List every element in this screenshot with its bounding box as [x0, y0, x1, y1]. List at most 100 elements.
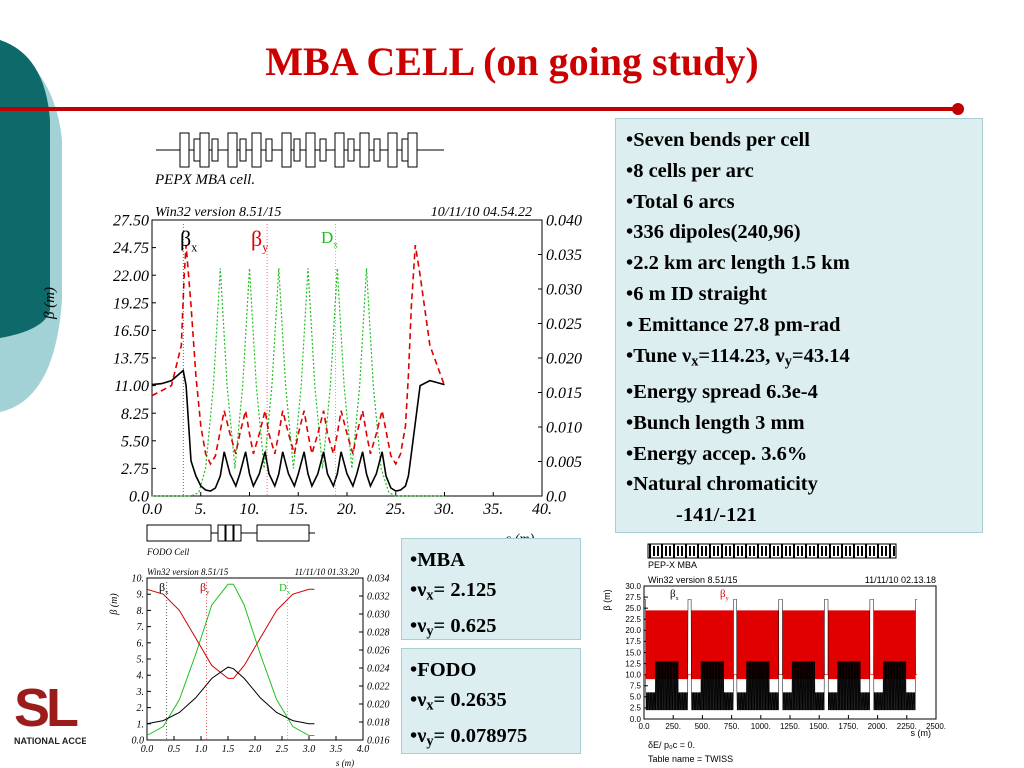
x-tick-label: 1500.	[809, 722, 829, 731]
ring-lattice-magnet	[829, 544, 831, 558]
y2-tick-label: 0.022	[367, 682, 390, 693]
ring-lattice-magnet	[753, 546, 755, 556]
y-tick-label: 15.0	[625, 648, 641, 657]
x-axis-label: s (m)	[336, 758, 354, 768]
y2-tick-label: 0.028	[367, 628, 390, 639]
ring-lattice-magnet	[685, 544, 687, 558]
y-tick-label: 2.5	[630, 704, 642, 713]
fodo-nux: •νx= 0.2635	[410, 689, 507, 714]
logo-letters: SL	[14, 680, 79, 738]
ring-lattice-magnet	[757, 544, 759, 558]
x-tick-label: 3.5	[329, 744, 343, 755]
y2-tick-label: 0.020	[367, 700, 390, 711]
ring-lattice-magnet	[793, 544, 795, 558]
mba-lattice-magnet	[305, 132, 316, 168]
mba-lattice-magnet	[359, 132, 370, 168]
ring-lattice-magnet	[689, 546, 691, 556]
x-tick-label: 500.	[695, 722, 711, 731]
mba-lattice-magnet	[347, 138, 355, 162]
series-by-line	[644, 610, 918, 680]
x-tick-label: 30.	[434, 501, 455, 518]
y2-tick-label: 0.016	[367, 736, 390, 747]
ring-lattice-magnet	[725, 546, 727, 556]
mba-lattice-magnet	[251, 132, 262, 168]
y-tick-label: 4.	[137, 671, 145, 682]
y2-tick-label: 0.034	[367, 574, 390, 585]
ring-lattice-magnet	[697, 544, 699, 558]
y-tick-label: 1.	[137, 719, 145, 730]
x-tick-label: 0.0	[141, 744, 154, 755]
y-tick-label: 5.	[137, 655, 145, 666]
plot-frame	[146, 577, 364, 741]
ring-lattice-magnet	[873, 546, 875, 556]
series-by-line	[146, 588, 315, 679]
y-tick-label: 27.5	[625, 593, 641, 602]
chart-title: PEPX MBA cell.	[154, 172, 255, 188]
ring-lattice-magnet	[661, 544, 663, 558]
legend-by: βy	[200, 580, 210, 596]
ring-lattice-magnet	[813, 546, 815, 556]
y2-tick-label: 0.026	[367, 646, 390, 657]
ring-lattice-magnet	[761, 546, 763, 556]
ring-lattice-magnet	[785, 546, 787, 556]
ring-lattice-magnet	[861, 546, 863, 556]
mba-label: •MBA	[410, 549, 466, 571]
mba-lattice-magnet	[319, 138, 327, 162]
mba-lattice-magnet	[179, 132, 190, 168]
y-tick-label: 2.	[137, 703, 145, 714]
y2-tick-label: 0.030	[546, 282, 582, 299]
fodo-lattice-magnet	[233, 524, 242, 542]
ring-lattice-magnet	[781, 544, 783, 558]
y2-tick-label: 0.015	[546, 385, 582, 402]
logo-caption: NATIONAL ACCE	[14, 736, 86, 746]
y2-tick-label: 0.035	[546, 247, 582, 264]
legend-dx: Dx	[279, 582, 290, 596]
series-dx-line	[152, 268, 445, 497]
y-tick-label: 0.0	[129, 489, 149, 506]
ring-lattice-magnet	[673, 544, 675, 558]
y-tick-label: 0.0	[132, 736, 145, 747]
mba-lattice-magnet	[281, 132, 292, 168]
y-axis-label: β (m)	[109, 593, 120, 616]
y-tick-label: 2.75	[121, 461, 149, 478]
ring-lattice-magnet	[649, 544, 651, 558]
y-tick-label: 22.5	[625, 615, 641, 624]
y-tick-label: 6.	[137, 638, 145, 649]
ring-lattice-magnet	[849, 546, 851, 556]
ring-lattice-magnet	[657, 546, 659, 556]
x-tick-label: 1.0	[195, 744, 208, 755]
legend-bx: βx	[159, 580, 169, 596]
ring-lattice-magnet	[765, 546, 767, 556]
legend-dx: Dx	[321, 228, 338, 250]
ring-lattice-magnet	[817, 544, 819, 558]
ring-lattice-magnet	[877, 544, 879, 558]
ring-lattice-magnet	[745, 544, 747, 558]
parameters-box: •Seven bends per cell •8 cells per arc •…	[615, 118, 983, 533]
x-tick-label: 10.	[240, 501, 260, 518]
mba-lattice-magnet	[401, 138, 409, 162]
x-axis-label: s (m)	[911, 728, 932, 738]
left-decoration	[0, 40, 62, 412]
ring-lattice-magnet	[797, 546, 799, 556]
header-left: Win32 version 8.51/15	[147, 567, 229, 577]
mba-lattice-magnet	[239, 138, 247, 162]
ring-lattice-magnet	[821, 546, 823, 556]
x-tick-label: 4.0	[357, 744, 370, 755]
ring-lattice-magnet	[853, 544, 855, 558]
ring-lattice-magnet	[801, 546, 803, 556]
param-item: •Energy accep. 3.6%	[626, 442, 808, 465]
x-tick-label: 2000.	[868, 722, 888, 731]
param-item: •336 dipoles(240,96)	[626, 221, 801, 244]
mba-tune-box: •MBA •νx= 2.125 •νy= 0.625	[401, 538, 581, 640]
y-tick-label: 8.25	[121, 406, 149, 423]
y-tick-label: 20.0	[625, 626, 641, 635]
y-tick-label: 3.	[136, 687, 145, 698]
y-tick-label: 8.	[137, 606, 145, 617]
ring-lattice-magnet	[721, 544, 723, 558]
ring-lattice-magnet	[837, 546, 839, 556]
x-tick-label: 1000.	[751, 722, 771, 731]
x-tick-label: 40.	[532, 501, 552, 518]
ring-lattice-magnet	[773, 546, 775, 556]
chromaticity-value: -141/-121	[676, 504, 757, 527]
mba-lattice-magnet	[227, 132, 238, 168]
